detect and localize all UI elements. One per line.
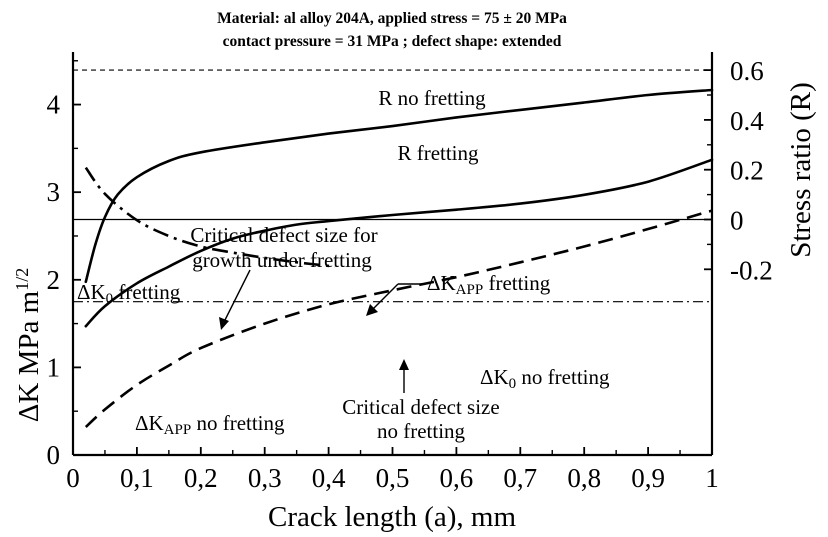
annotation-dkapp-no-fretting-sub: APP — [164, 422, 192, 438]
annotation-dkapp-no-fretting: ΔKAPP no fretting — [135, 411, 285, 438]
x-ticks: 0 0,1 0,2 0,3 0,4 0,5 0,6 0,7 0,8 0,9 1 — [66, 447, 719, 493]
x-tick-label-5: 0,5 — [376, 463, 410, 493]
x-tick-label-9: 0,9 — [631, 463, 665, 493]
annotation-r-no-fretting: R no fretting — [378, 86, 486, 110]
annotation-dkapp-fretting: ΔKAPP fretting — [427, 271, 551, 298]
y2-ticks: 0.6 0.4 0.2 0 -0.2 — [704, 56, 773, 285]
y2-axis-title: Stress ratio (R) — [785, 82, 817, 258]
x-tick-label-6: 0,6 — [440, 463, 474, 493]
y2-tick-label-0: 0.6 — [730, 56, 764, 86]
annotation-critical-no-fretting-line2: no fretting — [377, 419, 466, 443]
annotation-critical-fretting-line1: Critical defect size for — [190, 223, 377, 247]
series-line-2 — [84, 158, 714, 328]
x-tick-label-0: 0 — [66, 463, 80, 493]
annotation-dkapp-fretting-sub: APP — [456, 282, 484, 298]
y-tick-label-1: 1 — [47, 352, 61, 382]
annotation-dkapp-no-fretting-main: ΔK — [135, 411, 164, 435]
annotation-dkapp-fretting-main: ΔK — [427, 271, 456, 295]
y2-tick-label-2: 0.2 — [730, 156, 764, 186]
y2-tick-label-1: 0.4 — [730, 106, 764, 136]
x-tick-label-8: 0,8 — [567, 463, 601, 493]
annotation-dk0-no-fretting-main: ΔK — [480, 365, 509, 389]
x-axis-title: Crack length (a), mm — [268, 501, 516, 533]
annotation-critical-no-fretting-line1: Critical defect size — [342, 395, 499, 419]
arrow-dkapp-fretting-diag — [371, 283, 399, 311]
y-axis-title-main: ΔK MPa m — [13, 290, 45, 422]
annotation-dk0-fretting-main: ΔK — [77, 280, 106, 304]
series-line-4 — [84, 166, 336, 268]
arrow-critical-fretting-head — [219, 317, 229, 330]
y2-tick-label-4: -0.2 — [730, 255, 773, 285]
annotation-dk0-no-fretting: ΔK0 no fretting — [480, 365, 610, 392]
annotation-dk0-fretting: ΔK0 fretting — [77, 280, 181, 307]
x-tick-label-10: 1 — [705, 463, 719, 493]
annotation-dkapp-fretting-rest: fretting — [483, 271, 551, 295]
series-line-1 — [84, 88, 714, 284]
arrow-critical-no-fretting-head — [399, 359, 409, 370]
y-tick-label-4: 4 — [47, 90, 61, 120]
chart-title: Material: al alloy 204A, applied stress … — [217, 10, 567, 27]
y-axis-title-sup: 1/2 — [12, 268, 32, 291]
chart-subtitle: contact pressure = 31 MPa ; defect shape… — [223, 33, 562, 50]
annotation-dkapp-no-fretting-rest: no fretting — [191, 411, 285, 435]
arrow-critical-fretting-shaft — [223, 269, 251, 323]
x-tick-label-4: 0,4 — [312, 463, 346, 493]
arrow-dkapp-fretting-head — [366, 304, 378, 316]
annotation-dk0-fretting-sub: 0 — [106, 291, 114, 307]
y2-tick-label-3: 0 — [730, 206, 744, 236]
annotation-r-fretting: R fretting — [397, 141, 479, 165]
y-tick-label-3: 3 — [47, 177, 61, 207]
reference-lines — [73, 69, 712, 303]
annotation-dk0-no-fretting-rest: no fretting — [516, 365, 610, 389]
y-ticks: 0 1 2 3 4 — [47, 60, 81, 470]
series-lines — [84, 88, 714, 428]
annotation-dk0-fretting-rest: fretting — [113, 280, 181, 304]
x-tick-label-3: 0,3 — [248, 463, 282, 493]
annotation-critical-fretting-line2: growth under fretting — [192, 248, 372, 272]
x-tick-label-2: 0,2 — [184, 463, 218, 493]
annotation-dk0-no-fretting-sub: 0 — [509, 376, 517, 392]
x-tick-label-1: 0,1 — [120, 463, 154, 493]
y-tick-label-2: 2 — [47, 265, 61, 295]
y-tick-label-0: 0 — [47, 440, 61, 470]
y-axis-title: ΔK MPa m1/2 — [12, 268, 45, 422]
x-tick-label-7: 0,7 — [503, 463, 537, 493]
series-line-3 — [84, 209, 713, 428]
